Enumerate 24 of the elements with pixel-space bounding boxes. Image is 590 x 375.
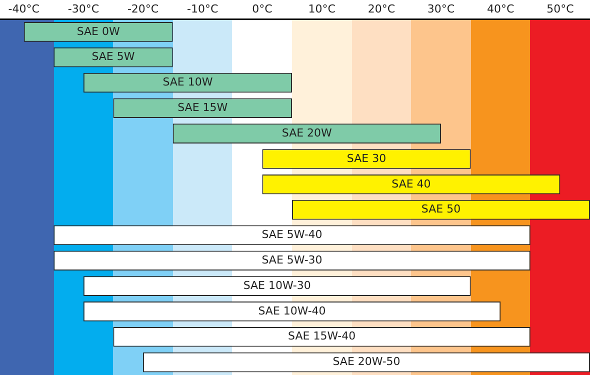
y-tick-label: SAE 20W [282,126,332,140]
x-tick-label: -30°C [68,2,100,16]
y-tick-label: SAE 0W [76,24,120,38]
y-tick-label: SAE 5W-30 [262,253,322,266]
x-tick-label: -20°C [127,2,159,16]
y-tick-label: SAE 30 [346,152,386,165]
y-tick-label: SAE 15W-40 [288,330,356,343]
x-tick-label: -40°C [8,2,40,16]
y-tick-label: SAE 40 [392,177,431,190]
x-tick-label: 20°C [368,2,396,16]
x-tick-label: 50°C [546,2,574,16]
y-tick-label: SAE 10W [162,76,213,89]
x-tick-label: 0°C [252,2,273,16]
y-tick-label: SAE 20W-50 [332,355,400,368]
y-tick-label: SAE 50 [421,202,461,216]
y-tick-label: SAE 15W [178,101,228,114]
x-tick-label: 30°C [427,2,455,16]
x-tick-label: 40°C [487,2,515,16]
y-tick-label: SAE 5W [92,50,135,64]
y-tick-label: SAE 5W-40 [262,228,322,242]
x-tick-label: 10°C [308,2,336,16]
y-tick-label: SAE 10W-40 [258,304,326,318]
x-tick-label: -10°C [187,2,219,16]
y-tick-label: SAE 10W-30 [243,278,311,292]
